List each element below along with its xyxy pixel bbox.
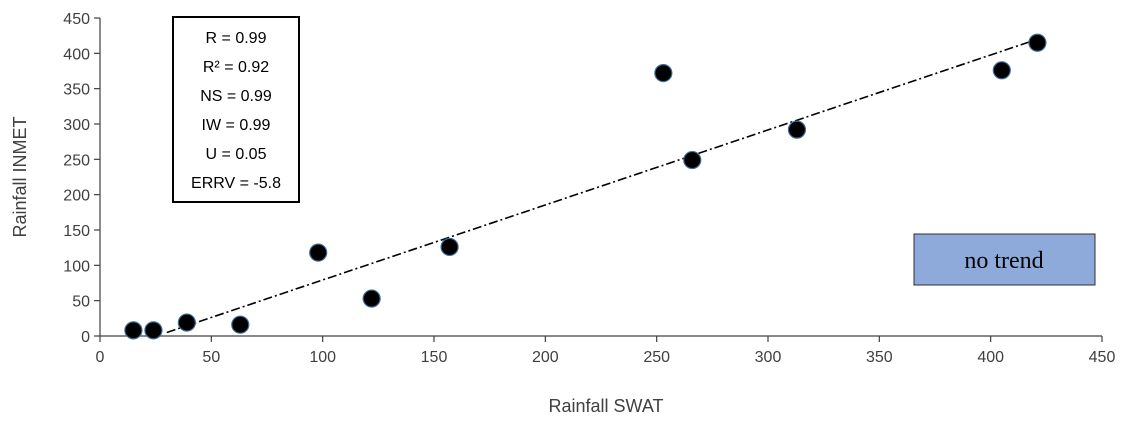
x-tick-label: 0 <box>96 349 105 366</box>
stat-line: ERRV = -5.8 <box>191 175 281 192</box>
data-point <box>992 61 1011 80</box>
x-tick-label: 450 <box>1089 349 1116 366</box>
data-point <box>683 150 702 170</box>
y-tick-label: 150 <box>63 223 90 240</box>
stat-line: U = 0.05 <box>206 146 267 163</box>
stat-line: NS = 0.99 <box>200 88 272 105</box>
data-point <box>362 289 381 308</box>
y-tick-label: 250 <box>63 152 90 169</box>
stat-line: R = 0.99 <box>206 30 267 47</box>
data-point <box>1028 33 1047 52</box>
trendline-group <box>166 38 1038 334</box>
x-tick-label: 400 <box>977 349 1004 366</box>
x-tick-label: 50 <box>202 349 220 366</box>
x-tick-label: 250 <box>643 349 670 366</box>
x-axis: 0 50 100 150 200 250 300 350 400 450 <box>96 335 1116 366</box>
stats-box: R = 0.99 R² = 0.92 NS = 0.99 IW = 0.99 U = 0… <box>172 16 300 203</box>
y-tick-label: 0 <box>81 329 90 346</box>
data-point <box>787 120 807 139</box>
data-point <box>309 243 328 262</box>
y-axis: 0 50 100 150 200 250 300 350 400 450 <box>63 11 101 346</box>
data-point <box>231 315 250 334</box>
no-trend-badge: no trend <box>913 233 1096 286</box>
stat-line: R² = 0.92 <box>203 59 269 76</box>
y-tick-label: 50 <box>72 294 90 311</box>
y-tick-label: 200 <box>63 188 90 205</box>
data-point <box>654 64 673 83</box>
data-point <box>144 321 163 340</box>
y-tick-label: 400 <box>63 46 90 63</box>
x-tick-label: 350 <box>866 349 893 366</box>
y-axis-label: Rainfall INMET <box>10 116 30 237</box>
y-tick-label: 100 <box>63 258 90 275</box>
data-point <box>124 321 143 340</box>
trendline <box>166 38 1038 334</box>
data-points <box>124 33 1047 340</box>
data-point <box>177 313 196 332</box>
y-tick-label: 300 <box>63 117 90 134</box>
no-trend-label: no trend <box>964 248 1043 274</box>
x-tick-label: 200 <box>532 349 559 366</box>
y-tick-label: 350 <box>63 82 90 99</box>
x-tick-label: 300 <box>755 349 782 366</box>
y-tick-label: 450 <box>63 11 90 28</box>
stat-line: IW = 0.99 <box>202 117 271 134</box>
x-axis-label: Rainfall SWAT <box>548 396 663 416</box>
data-point <box>440 237 459 257</box>
x-tick-label: 150 <box>421 349 448 366</box>
x-tick-label: 100 <box>309 349 336 366</box>
